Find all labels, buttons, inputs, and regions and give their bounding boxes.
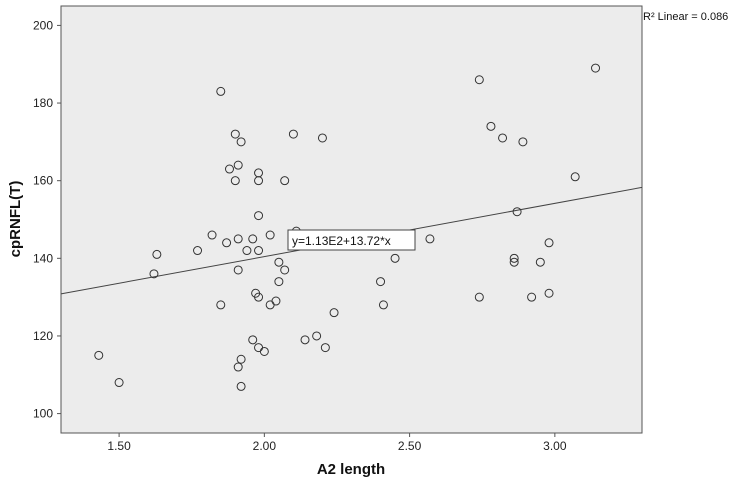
data-point bbox=[233, 234, 243, 244]
data-point bbox=[509, 257, 519, 267]
y-axis-title: cpRNFL(T) bbox=[7, 181, 24, 258]
data-point bbox=[271, 296, 281, 306]
data-points bbox=[94, 63, 601, 391]
y-tick-label: 120 bbox=[33, 329, 53, 343]
data-point bbox=[486, 121, 496, 131]
data-point bbox=[544, 238, 554, 248]
data-point bbox=[254, 292, 264, 302]
data-point bbox=[149, 269, 159, 279]
data-point bbox=[230, 129, 240, 139]
x-tick-label: 1.50 bbox=[107, 439, 131, 453]
data-point bbox=[254, 176, 264, 186]
data-point bbox=[248, 234, 258, 244]
data-point bbox=[498, 133, 508, 143]
y-tick-label: 140 bbox=[33, 251, 53, 265]
data-point bbox=[207, 230, 217, 240]
data-point bbox=[265, 230, 275, 240]
data-point bbox=[233, 265, 243, 275]
data-point bbox=[312, 331, 322, 341]
data-point bbox=[254, 246, 264, 256]
data-point bbox=[114, 378, 124, 388]
data-point bbox=[544, 288, 554, 298]
x-axis-title: A2 length bbox=[317, 461, 385, 478]
data-point bbox=[591, 63, 601, 73]
fit-equation-box: y=1.13E2+13.72*x bbox=[287, 229, 416, 251]
y-tick-label: 180 bbox=[33, 96, 53, 110]
data-point bbox=[509, 253, 519, 263]
data-point bbox=[233, 160, 243, 170]
data-point bbox=[224, 164, 234, 174]
data-point bbox=[518, 137, 528, 147]
data-point bbox=[236, 354, 246, 364]
data-point bbox=[474, 75, 484, 85]
data-point bbox=[94, 350, 104, 360]
x-tick-label: 2.00 bbox=[253, 439, 277, 453]
data-point bbox=[259, 346, 269, 356]
data-point bbox=[378, 300, 388, 310]
data-point bbox=[242, 246, 252, 256]
data-point bbox=[254, 211, 264, 221]
y-tick-label: 200 bbox=[33, 18, 53, 32]
data-point bbox=[236, 381, 246, 391]
data-point bbox=[570, 172, 580, 182]
x-tick-label: 3.00 bbox=[543, 439, 567, 453]
data-point bbox=[474, 292, 484, 302]
data-point bbox=[329, 308, 339, 318]
data-point bbox=[216, 86, 226, 96]
data-point bbox=[230, 176, 240, 186]
data-point bbox=[535, 257, 545, 267]
y-tick-label: 160 bbox=[33, 174, 53, 188]
data-point bbox=[222, 238, 232, 248]
data-point bbox=[317, 133, 327, 143]
data-point bbox=[280, 265, 290, 275]
plot-area bbox=[60, 5, 643, 434]
data-point bbox=[280, 176, 290, 186]
data-point bbox=[216, 300, 226, 310]
x-tick-label: 2.50 bbox=[398, 439, 422, 453]
data-point bbox=[152, 249, 162, 259]
r2-label: R² Linear = 0.086 bbox=[643, 11, 728, 23]
data-point bbox=[300, 335, 310, 345]
y-axis: 100 120 140 160 180 200 bbox=[33, 18, 61, 421]
fit-equation-label: y=1.13E2+13.72*x bbox=[292, 234, 391, 248]
data-point bbox=[274, 277, 284, 287]
x-axis: 1.50 2.00 2.50 3.00 bbox=[107, 433, 567, 453]
data-point bbox=[512, 207, 522, 217]
data-point bbox=[236, 137, 246, 147]
data-point bbox=[527, 292, 537, 302]
y-tick-label: 100 bbox=[33, 407, 53, 421]
data-point bbox=[425, 234, 435, 244]
data-point bbox=[320, 343, 330, 353]
data-point bbox=[274, 257, 284, 267]
data-point bbox=[288, 129, 298, 139]
data-point bbox=[233, 362, 243, 372]
data-point bbox=[376, 277, 386, 287]
data-point bbox=[248, 335, 258, 345]
data-point bbox=[193, 246, 203, 256]
data-point bbox=[390, 253, 400, 263]
